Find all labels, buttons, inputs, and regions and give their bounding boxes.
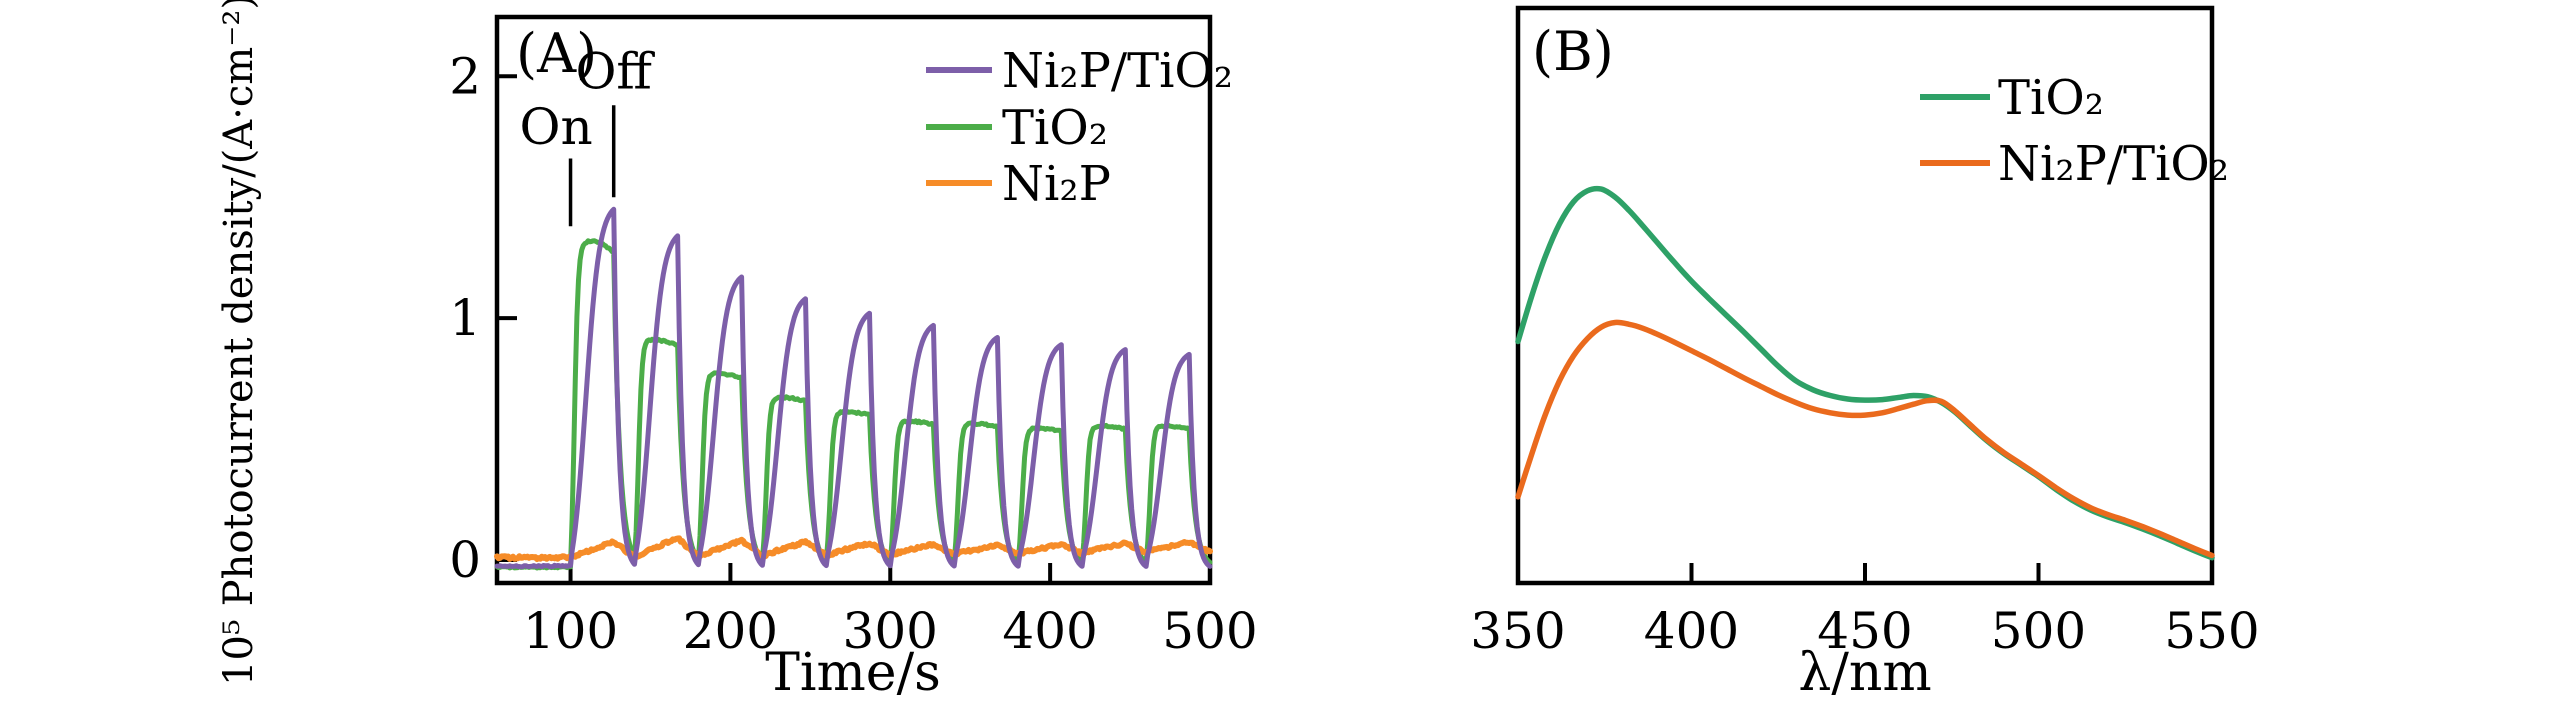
chart-A-series-ni2p <box>494 535 1213 562</box>
chart-B-series-tio2 <box>1515 185 2215 561</box>
chart-B-x-tick-label-500: 500 <box>1991 602 2086 660</box>
chart-A-annotation-label-on: On <box>520 98 593 156</box>
chart-A-y-tick-label-2: 2 <box>449 47 481 105</box>
chart-A-panel-label: (A) <box>516 22 597 85</box>
chart-A-plot-border <box>494 14 1213 586</box>
chart-A-y-tick-label-1: 1 <box>449 289 481 347</box>
chart-A-x-axis-label: Time/s <box>765 643 941 703</box>
chart-A-y-tick-label-0: 0 <box>449 531 481 589</box>
chart-B-x-tick-label-350: 350 <box>1470 602 1565 660</box>
chart-B-plot-border <box>1515 5 2215 586</box>
chart-B-x-tick-label-450: 450 <box>1817 602 1912 660</box>
chart-A-y-axis-label: 10⁵ Photocurrent density/(A·cm⁻²) <box>216 0 262 686</box>
chart-A-x-tick-label-500: 500 <box>1162 602 1257 660</box>
chart-A-x-tick-label-100: 100 <box>523 602 618 660</box>
chart-B-x-tick-label-400: 400 <box>1644 602 1739 660</box>
chart-A-x-tick-label-300: 300 <box>843 602 938 660</box>
chart-A-series-ni2p-tio2 <box>494 206 1213 570</box>
chart-A-legend-label-ni2p: Ni₂P <box>1002 156 1111 212</box>
chart-B-dynamic-content: 350 400 450 500 550 TiO₂ Ni₂P/TiO₂ <box>1470 5 2260 660</box>
chart-B-series-ni2p-tio2 <box>1515 319 2215 559</box>
chart-A-legend-label-ni2p-tio2: Ni₂P/TiO₂ <box>1002 43 1233 99</box>
chart-A-x-tick-label-400: 400 <box>1002 602 1097 660</box>
chart-A-annotation-label-off: Off <box>575 42 655 100</box>
chart-A-legend-label-tio2: TiO₂ <box>1002 100 1108 156</box>
chart-B-legend-label-tio2: TiO₂ <box>1998 70 2104 126</box>
chart-A-x-tick-label-200: 200 <box>683 602 778 660</box>
chart-B-panel-label: (B) <box>1532 20 1614 83</box>
chart-B-x-tick-label-550: 550 <box>2164 602 2259 660</box>
chart-B: 350 400 450 500 550 TiO₂ Ni₂P/TiO₂ (B) λ/nm <box>1470 5 2260 703</box>
chart-B-legend-label-ni2p-tio2: Ni₂P/TiO₂ <box>1998 136 2229 192</box>
chart-B-x-axis-label: λ/nm <box>1798 643 1931 703</box>
